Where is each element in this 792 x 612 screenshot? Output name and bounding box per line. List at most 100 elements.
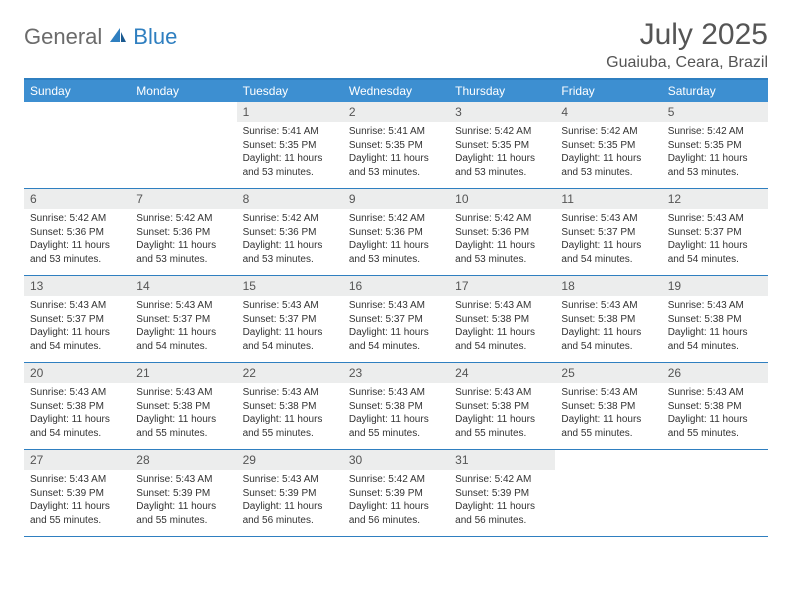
- day-number: 6: [24, 189, 130, 209]
- day-info: Sunrise: 5:42 AMSunset: 5:39 PMDaylight:…: [449, 470, 555, 531]
- day-info: Sunrise: 5:42 AMSunset: 5:36 PMDaylight:…: [449, 209, 555, 270]
- day-info: Sunrise: 5:43 AMSunset: 5:37 PMDaylight:…: [130, 296, 236, 357]
- day-number: 27: [24, 450, 130, 470]
- day-info: Sunrise: 5:43 AMSunset: 5:37 PMDaylight:…: [237, 296, 343, 357]
- calendar-cell: 14Sunrise: 5:43 AMSunset: 5:37 PMDayligh…: [130, 276, 236, 362]
- calendar-body: 1Sunrise: 5:41 AMSunset: 5:35 PMDaylight…: [24, 102, 768, 537]
- day-info: Sunrise: 5:42 AMSunset: 5:35 PMDaylight:…: [555, 122, 661, 183]
- month-title: July 2025: [606, 18, 768, 52]
- day-info: Sunrise: 5:41 AMSunset: 5:35 PMDaylight:…: [343, 122, 449, 183]
- day-info: Sunrise: 5:43 AMSunset: 5:37 PMDaylight:…: [343, 296, 449, 357]
- calendar-cell: 16Sunrise: 5:43 AMSunset: 5:37 PMDayligh…: [343, 276, 449, 362]
- day-number: 15: [237, 276, 343, 296]
- day-number: [130, 102, 236, 122]
- calendar-cell: 19Sunrise: 5:43 AMSunset: 5:38 PMDayligh…: [662, 276, 768, 362]
- calendar-week: 20Sunrise: 5:43 AMSunset: 5:38 PMDayligh…: [24, 363, 768, 450]
- header: General Blue July 2025 Guaiuba, Ceara, B…: [24, 18, 768, 72]
- calendar-cell: 17Sunrise: 5:43 AMSunset: 5:38 PMDayligh…: [449, 276, 555, 362]
- calendar-cell: 25Sunrise: 5:43 AMSunset: 5:38 PMDayligh…: [555, 363, 661, 449]
- day-info: Sunrise: 5:43 AMSunset: 5:38 PMDaylight:…: [343, 383, 449, 444]
- logo: General Blue: [24, 18, 177, 50]
- location: Guaiuba, Ceara, Brazil: [606, 54, 768, 72]
- day-info: Sunrise: 5:43 AMSunset: 5:38 PMDaylight:…: [130, 383, 236, 444]
- calendar-week: 13Sunrise: 5:43 AMSunset: 5:37 PMDayligh…: [24, 276, 768, 363]
- logo-sail-icon: [108, 26, 128, 49]
- day-header-cell: Tuesday: [237, 80, 343, 102]
- day-info: Sunrise: 5:42 AMSunset: 5:36 PMDaylight:…: [24, 209, 130, 270]
- day-info: Sunrise: 5:42 AMSunset: 5:35 PMDaylight:…: [662, 122, 768, 183]
- calendar-cell: 5Sunrise: 5:42 AMSunset: 5:35 PMDaylight…: [662, 102, 768, 188]
- calendar-cell: 2Sunrise: 5:41 AMSunset: 5:35 PMDaylight…: [343, 102, 449, 188]
- calendar-cell: [130, 102, 236, 188]
- calendar-cell: 18Sunrise: 5:43 AMSunset: 5:38 PMDayligh…: [555, 276, 661, 362]
- day-number: [555, 450, 661, 470]
- day-number: 18: [555, 276, 661, 296]
- calendar-cell: 1Sunrise: 5:41 AMSunset: 5:35 PMDaylight…: [237, 102, 343, 188]
- calendar-cell: 22Sunrise: 5:43 AMSunset: 5:38 PMDayligh…: [237, 363, 343, 449]
- day-number: 19: [662, 276, 768, 296]
- day-info: Sunrise: 5:43 AMSunset: 5:38 PMDaylight:…: [555, 296, 661, 357]
- day-number: 14: [130, 276, 236, 296]
- day-number: 5: [662, 102, 768, 122]
- calendar-cell: 4Sunrise: 5:42 AMSunset: 5:35 PMDaylight…: [555, 102, 661, 188]
- day-info: Sunrise: 5:42 AMSunset: 5:36 PMDaylight:…: [130, 209, 236, 270]
- day-info: Sunrise: 5:43 AMSunset: 5:37 PMDaylight:…: [555, 209, 661, 270]
- logo-text-blue: Blue: [133, 24, 177, 50]
- day-header-cell: Monday: [130, 80, 236, 102]
- calendar-cell: 9Sunrise: 5:42 AMSunset: 5:36 PMDaylight…: [343, 189, 449, 275]
- day-number: [662, 450, 768, 470]
- day-info: Sunrise: 5:41 AMSunset: 5:35 PMDaylight:…: [237, 122, 343, 183]
- calendar-cell: 28Sunrise: 5:43 AMSunset: 5:39 PMDayligh…: [130, 450, 236, 536]
- calendar-cell: 7Sunrise: 5:42 AMSunset: 5:36 PMDaylight…: [130, 189, 236, 275]
- calendar-cell: 11Sunrise: 5:43 AMSunset: 5:37 PMDayligh…: [555, 189, 661, 275]
- calendar-cell: [662, 450, 768, 536]
- day-number: 25: [555, 363, 661, 383]
- calendar-cell: 29Sunrise: 5:43 AMSunset: 5:39 PMDayligh…: [237, 450, 343, 536]
- day-number: 4: [555, 102, 661, 122]
- day-number: 30: [343, 450, 449, 470]
- day-number: [24, 102, 130, 122]
- day-number: 31: [449, 450, 555, 470]
- day-number: 10: [449, 189, 555, 209]
- day-info: Sunrise: 5:43 AMSunset: 5:38 PMDaylight:…: [237, 383, 343, 444]
- day-header-cell: Friday: [555, 80, 661, 102]
- day-number: 28: [130, 450, 236, 470]
- calendar-cell: 27Sunrise: 5:43 AMSunset: 5:39 PMDayligh…: [24, 450, 130, 536]
- calendar-week: 6Sunrise: 5:42 AMSunset: 5:36 PMDaylight…: [24, 189, 768, 276]
- day-info: Sunrise: 5:42 AMSunset: 5:39 PMDaylight:…: [343, 470, 449, 531]
- day-number: 29: [237, 450, 343, 470]
- day-number: 17: [449, 276, 555, 296]
- day-number: 22: [237, 363, 343, 383]
- calendar-cell: 26Sunrise: 5:43 AMSunset: 5:38 PMDayligh…: [662, 363, 768, 449]
- day-number: 3: [449, 102, 555, 122]
- day-number: 21: [130, 363, 236, 383]
- day-info: Sunrise: 5:43 AMSunset: 5:38 PMDaylight:…: [449, 383, 555, 444]
- logo-text-general: General: [24, 24, 102, 50]
- day-info: Sunrise: 5:43 AMSunset: 5:38 PMDaylight:…: [555, 383, 661, 444]
- day-info: Sunrise: 5:43 AMSunset: 5:37 PMDaylight:…: [662, 209, 768, 270]
- day-number: 2: [343, 102, 449, 122]
- day-number: 13: [24, 276, 130, 296]
- day-header-cell: Sunday: [24, 80, 130, 102]
- calendar-week: 27Sunrise: 5:43 AMSunset: 5:39 PMDayligh…: [24, 450, 768, 537]
- calendar-cell: 24Sunrise: 5:43 AMSunset: 5:38 PMDayligh…: [449, 363, 555, 449]
- day-info: Sunrise: 5:42 AMSunset: 5:36 PMDaylight:…: [343, 209, 449, 270]
- day-header-cell: Saturday: [662, 80, 768, 102]
- day-number: 1: [237, 102, 343, 122]
- day-info: Sunrise: 5:42 AMSunset: 5:35 PMDaylight:…: [449, 122, 555, 183]
- day-info: Sunrise: 5:43 AMSunset: 5:38 PMDaylight:…: [24, 383, 130, 444]
- day-info: Sunrise: 5:43 AMSunset: 5:38 PMDaylight:…: [662, 383, 768, 444]
- day-info: Sunrise: 5:43 AMSunset: 5:38 PMDaylight:…: [449, 296, 555, 357]
- calendar-cell: 8Sunrise: 5:42 AMSunset: 5:36 PMDaylight…: [237, 189, 343, 275]
- day-number: 8: [237, 189, 343, 209]
- calendar-cell: 20Sunrise: 5:43 AMSunset: 5:38 PMDayligh…: [24, 363, 130, 449]
- calendar-cell: 30Sunrise: 5:42 AMSunset: 5:39 PMDayligh…: [343, 450, 449, 536]
- calendar-cell: 10Sunrise: 5:42 AMSunset: 5:36 PMDayligh…: [449, 189, 555, 275]
- day-number: 23: [343, 363, 449, 383]
- day-info: Sunrise: 5:43 AMSunset: 5:39 PMDaylight:…: [24, 470, 130, 531]
- day-header-cell: Wednesday: [343, 80, 449, 102]
- calendar-cell: 13Sunrise: 5:43 AMSunset: 5:37 PMDayligh…: [24, 276, 130, 362]
- day-number: 20: [24, 363, 130, 383]
- calendar-cell: [24, 102, 130, 188]
- day-info: Sunrise: 5:43 AMSunset: 5:39 PMDaylight:…: [130, 470, 236, 531]
